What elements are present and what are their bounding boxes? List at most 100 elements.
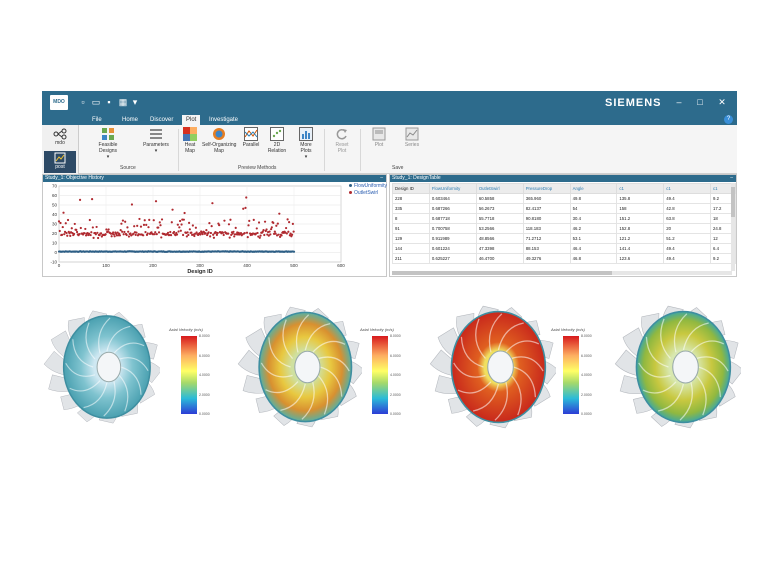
column-header-pressuredrop[interactable]: PressureDrop: [522, 183, 571, 194]
table-cell[interactable]: 365.960: [522, 193, 571, 204]
save-icon[interactable]: ▪: [107, 97, 111, 107]
table-cell[interactable]: 129: [392, 233, 430, 244]
table-row[interactable]: 8 0.687718 55.7718 90.8180 30.4 151.2 63.8 18: [392, 213, 736, 224]
table-cell[interactable]: 49.8: [569, 193, 618, 204]
column-header-outletswirl[interactable]: OutletSwirl: [475, 183, 524, 194]
column-header-angle[interactable]: Angle: [569, 183, 618, 194]
table-cell[interactable]: 158: [616, 203, 665, 214]
table-cell[interactable]: 118.183: [522, 223, 571, 234]
table-row[interactable]: 129 0.911989 48.8566 71.2712 53.1 121.2 51.2 12: [392, 233, 736, 244]
table-cell[interactable]: 46.4: [569, 243, 618, 254]
table-cell[interactable]: 0.625227: [428, 253, 477, 264]
menu-file[interactable]: File: [92, 117, 102, 123]
table-cell[interactable]: 53.1: [569, 233, 618, 244]
table-cell[interactable]: 82.4137: [522, 203, 571, 214]
table-cell[interactable]: 20: [663, 223, 712, 234]
table-cell[interactable]: 8: [392, 213, 430, 224]
menu-investigate[interactable]: Investigate: [209, 117, 239, 123]
parameters-button[interactable]: Parameters ▾: [138, 127, 174, 154]
column-header-c1[interactable]: c1: [663, 183, 712, 194]
table-cell[interactable]: 151.2: [616, 213, 665, 224]
table-row[interactable]: 335 0.687266 56.2673 82.4137 54 158 42.8 17.2: [392, 203, 736, 214]
self-organizing-map-button[interactable]: Self-Organizing Map: [202, 127, 236, 154]
panel-menu-icon[interactable]: –: [380, 175, 383, 181]
more-plots-button[interactable]: More Plots ▾: [295, 127, 317, 160]
maximize-button[interactable]: □: [697, 97, 703, 107]
column-header-design-id[interactable]: Design ID: [392, 183, 430, 194]
table-cell[interactable]: 53.2566: [475, 223, 524, 234]
open-folder-icon[interactable]: ▭: [91, 97, 101, 107]
scrollbar-thumb[interactable]: [392, 271, 612, 275]
table-cell[interactable]: 49.4: [663, 243, 712, 254]
table-cell[interactable]: 49.4: [663, 253, 712, 264]
layout-icon[interactable]: ▦: [118, 97, 128, 107]
table-cell[interactable]: 0.911989: [428, 233, 477, 244]
table-cell[interactable]: 211: [392, 253, 430, 264]
2d-relation-button[interactable]: 2D Relation: [266, 127, 288, 154]
scrollbar-thumb[interactable]: [731, 187, 735, 217]
table-cell[interactable]: 49.3276: [522, 253, 571, 264]
table-cell[interactable]: 46.4700: [475, 253, 524, 264]
table-cell[interactable]: 91: [392, 223, 430, 234]
table-cell[interactable]: 0.700758: [428, 223, 477, 234]
new-file-icon[interactable]: ▫: [81, 97, 85, 107]
table-cell[interactable]: 51.2: [663, 233, 712, 244]
nav-item-post[interactable]: post: [44, 151, 76, 173]
table-cell[interactable]: 55.7718: [475, 213, 524, 224]
table-cell[interactable]: 54: [569, 203, 618, 214]
table-cell[interactable]: 90.8180: [522, 213, 571, 224]
table-cell[interactable]: 30.4: [569, 213, 618, 224]
menu-discover[interactable]: Discover: [150, 117, 174, 123]
table-cell[interactable]: 0.687718: [428, 213, 477, 224]
help-icon[interactable]: ?: [724, 115, 733, 124]
table-row[interactable]: 91 0.700758 53.2566 118.183 46.2 152.8 20 24.8: [392, 223, 736, 234]
table-cell[interactable]: 0.687266: [428, 203, 477, 214]
table-cell[interactable]: 9.2: [710, 253, 736, 264]
feasible-designs-button[interactable]: Feasible Designs ▾: [92, 127, 124, 160]
table-row[interactable]: 228 0.603464 60.5858 365.960 49.8 135.8 49.4 9.…: [392, 193, 736, 204]
panel-menu-icon[interactable]: –: [730, 175, 733, 181]
legend-item: OutletSwirl: [349, 190, 391, 197]
table-cell[interactable]: 56.2673: [475, 203, 524, 214]
table-cell[interactable]: 0.603464: [428, 193, 477, 204]
nav-item-mdo[interactable]: mdo: [44, 127, 76, 149]
table-cell[interactable]: 335: [392, 203, 430, 214]
table-cell[interactable]: 228: [392, 193, 430, 204]
save-plot-button[interactable]: Plot: [368, 127, 390, 148]
table-cell[interactable]: 46.2: [569, 223, 618, 234]
table-cell[interactable]: 152.8: [616, 223, 665, 234]
menu-plot[interactable]: Plot: [182, 115, 201, 125]
chevron-down-icon[interactable]: ▾: [132, 97, 138, 107]
table-cell[interactable]: 46.8: [569, 253, 618, 264]
table-cell[interactable]: 42.8: [663, 203, 712, 214]
table-cell[interactable]: 135.8: [616, 193, 665, 204]
parallel-button[interactable]: Parallel: [241, 127, 261, 148]
table-cell[interactable]: 63.8: [663, 213, 712, 224]
save-series-button[interactable]: Series: [401, 127, 423, 148]
table-cell[interactable]: 60.5858: [475, 193, 524, 204]
menu-home[interactable]: Home: [122, 117, 139, 123]
table-cell[interactable]: 144: [392, 243, 430, 254]
table-cell[interactable]: 123.6: [616, 253, 665, 264]
table-cell[interactable]: 88.153: [522, 243, 571, 254]
table-cell[interactable]: 121.2: [616, 233, 665, 244]
close-button[interactable]: ✕: [718, 97, 726, 107]
table-cell[interactable]: 0.601224: [428, 243, 477, 254]
table-row[interactable]: 211 0.625227 46.4700 49.3276 46.8 123.6 49.4 9.…: [392, 253, 736, 264]
minimize-button[interactable]: –: [676, 97, 682, 107]
data-point-outletswirl: [216, 231, 219, 235]
table-cell[interactable]: 71.2712: [522, 233, 571, 244]
column-header-flowuniformity[interactable]: FlowUniformity: [428, 183, 477, 194]
table-cell[interactable]: 48.8566: [475, 233, 524, 244]
heat-map-button[interactable]: Heat Map: [181, 127, 199, 154]
reset-plot-button[interactable]: Reset Plot: [330, 127, 354, 154]
data-point-outletswirl: [268, 230, 271, 233]
table-cell[interactable]: 49.4: [663, 193, 712, 204]
horizontal-scrollbar[interactable]: [392, 271, 732, 275]
column-header-c1[interactable]: c1: [616, 183, 665, 194]
table-row[interactable]: 144 0.601224 47.3398 88.153 46.4 141.4 49.4 6.4: [392, 243, 736, 254]
data-point-outletswirl: [248, 219, 251, 222]
vertical-scrollbar[interactable]: [731, 183, 735, 271]
table-cell[interactable]: 47.3398: [475, 243, 524, 254]
table-cell[interactable]: 141.4: [616, 243, 665, 254]
